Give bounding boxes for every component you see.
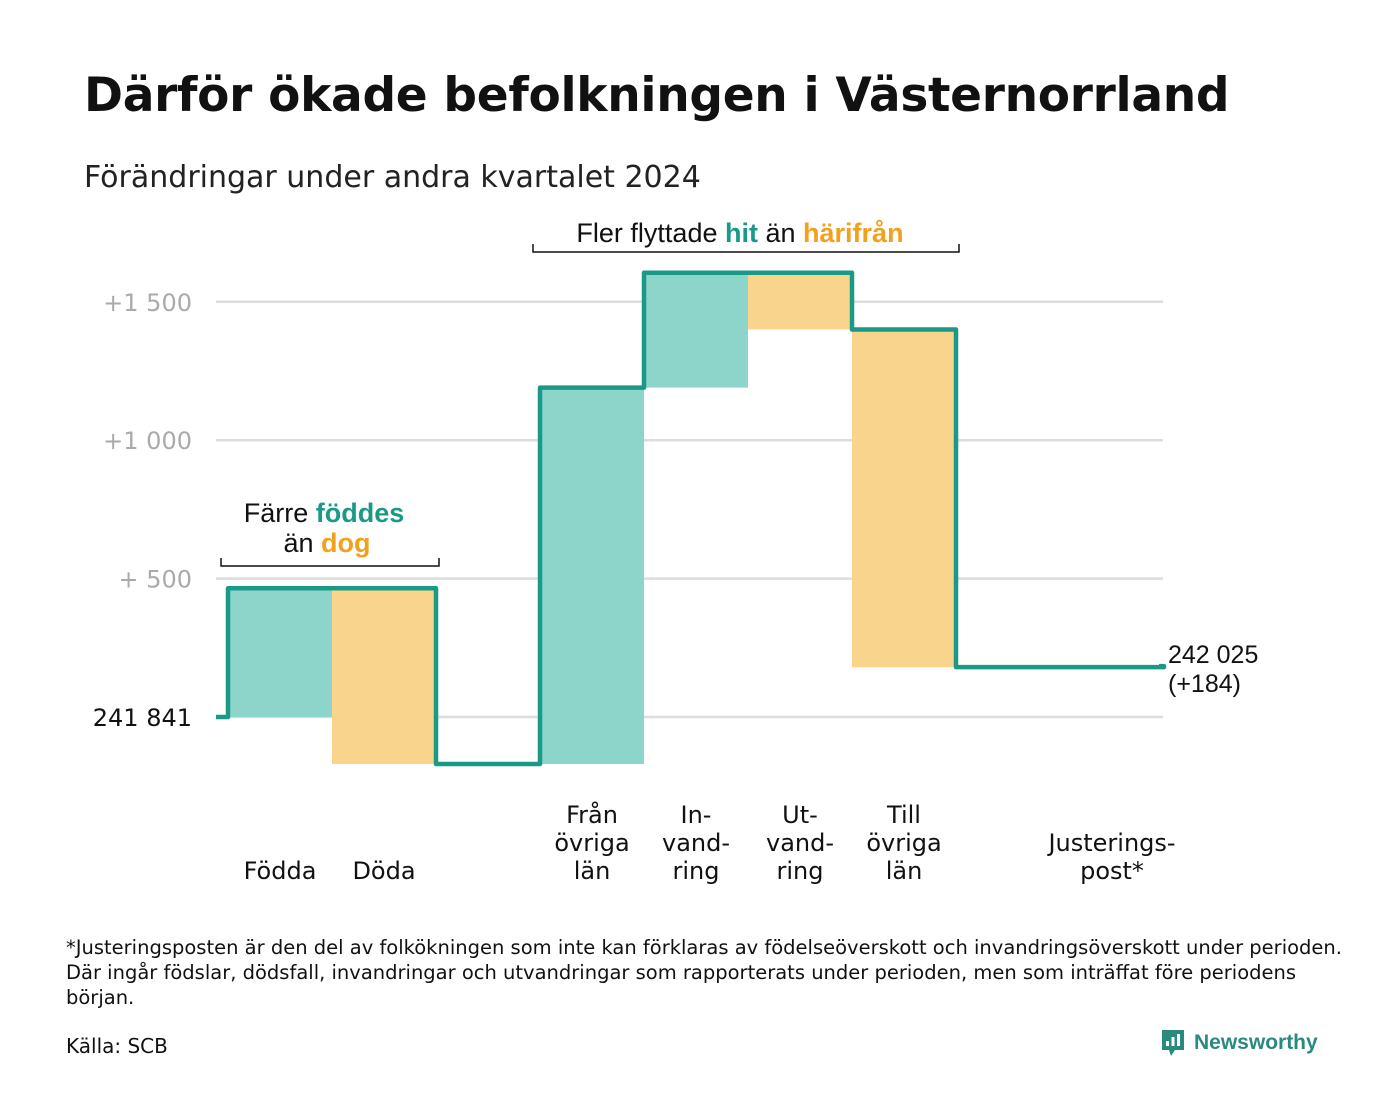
brand-name: Newsworthy	[1194, 1031, 1318, 1054]
outflow-bar	[748, 272, 852, 330]
category-label: övriga	[554, 829, 629, 857]
category-label: Födda	[244, 857, 317, 885]
y-tick-label: +1 500	[103, 289, 192, 317]
newsworthy-icon	[1162, 1030, 1184, 1056]
annotation-word: dog	[321, 528, 370, 558]
annotation-bracket	[532, 244, 960, 253]
outflow-bar	[332, 588, 436, 765]
category-label: Till	[886, 801, 921, 829]
y-tick-label: 241 841	[93, 704, 192, 732]
inflow-bar	[644, 272, 748, 388]
category-label: ring	[673, 857, 720, 885]
annotation-word: Färre	[244, 498, 316, 528]
y-tick-label: + 500	[118, 566, 192, 594]
category-label: Justerings-	[1046, 829, 1175, 857]
chart-subtitle: Förändringar under andra kvartalet 2024	[84, 160, 701, 195]
chart-title: Därför ökade befolkningen i Västernorrla…	[84, 68, 1230, 123]
category-label: län	[886, 857, 923, 885]
category-label: vand-	[766, 829, 834, 857]
cumulative-line	[216, 270, 1167, 767]
annotation-word: än	[283, 528, 321, 558]
y-tick-label: +1 000	[103, 427, 192, 455]
annotation-bracket	[220, 558, 440, 567]
annotation-word: föddes	[316, 498, 405, 528]
annotation-word: härifrån	[803, 218, 904, 248]
end-value-label: (+184)	[1168, 670, 1241, 698]
annotation-word: Fler flyttade	[576, 218, 725, 248]
category-label: Döda	[352, 857, 415, 885]
annotation-migration: Fler flyttade hit än härifrån	[576, 218, 903, 248]
annotation-word: än	[758, 218, 803, 248]
category-label: ring	[777, 857, 824, 885]
annotation-word: hit	[725, 218, 758, 248]
annotation-births-deaths: Färre föddes	[244, 498, 405, 528]
footnote: *Justeringsposten är den del av folkökni…	[66, 936, 1342, 1009]
category-label: Ut-	[782, 801, 818, 829]
category-label: post*	[1080, 857, 1144, 885]
brand-logo[interactable]: Newsworthy	[1160, 1028, 1318, 1058]
category-label: övriga	[866, 829, 941, 857]
source-label: Källa: SCB	[66, 1034, 168, 1058]
inflow-bar	[228, 588, 332, 717]
category-label: län	[574, 857, 611, 885]
category-label: vand-	[662, 829, 730, 857]
end-value-label: 242 025	[1168, 641, 1258, 669]
annotation-births-deaths: än dog	[283, 528, 370, 558]
outflow-bar	[852, 329, 956, 668]
category-label: Från	[566, 800, 618, 829]
category-label: In-	[681, 801, 712, 829]
inflow-bar	[540, 387, 644, 765]
